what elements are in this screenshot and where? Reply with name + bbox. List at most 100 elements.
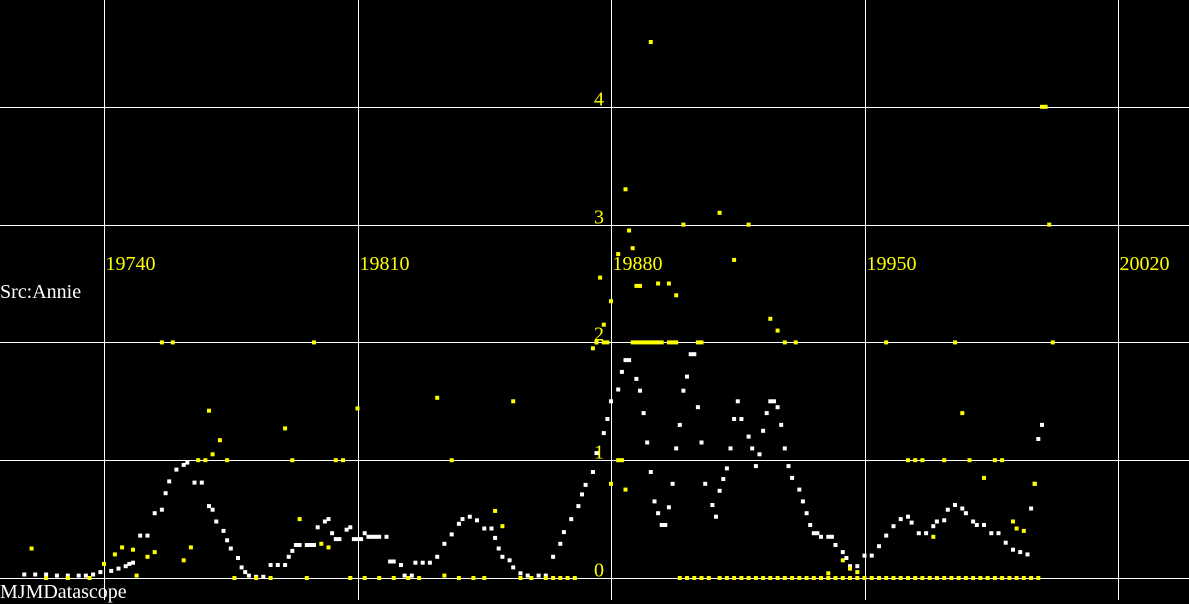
data-point bbox=[659, 523, 664, 527]
data-point bbox=[1021, 576, 1026, 580]
data-point bbox=[811, 576, 816, 580]
data-point bbox=[225, 458, 230, 463]
data-point bbox=[590, 470, 595, 474]
data-point bbox=[909, 520, 914, 525]
data-point bbox=[956, 576, 961, 580]
data-point bbox=[511, 399, 516, 404]
data-point bbox=[779, 422, 784, 427]
data-point bbox=[456, 521, 461, 526]
data-point bbox=[377, 576, 382, 580]
data-point bbox=[275, 563, 280, 567]
data-point bbox=[362, 576, 367, 580]
data-point bbox=[699, 340, 704, 345]
data-point bbox=[1014, 526, 1019, 531]
data-point bbox=[232, 576, 237, 580]
data-point bbox=[91, 572, 96, 577]
data-point bbox=[351, 537, 356, 542]
series-0 bbox=[22, 352, 1044, 579]
data-point bbox=[963, 511, 968, 516]
data-point bbox=[699, 576, 704, 580]
data-point bbox=[366, 534, 371, 539]
data-point bbox=[942, 458, 947, 463]
data-point bbox=[185, 460, 190, 465]
data-point bbox=[290, 548, 295, 553]
data-point bbox=[652, 340, 657, 345]
data-point bbox=[297, 517, 302, 522]
data-point bbox=[674, 446, 679, 451]
data-point bbox=[167, 479, 172, 484]
data-point bbox=[243, 570, 248, 575]
data-point bbox=[775, 405, 780, 410]
data-point bbox=[877, 576, 881, 580]
data-point bbox=[685, 374, 689, 379]
data-point bbox=[246, 573, 251, 578]
data-point bbox=[561, 530, 566, 535]
data-point bbox=[978, 576, 983, 580]
data-point bbox=[152, 550, 157, 555]
data-point bbox=[217, 438, 222, 443]
data-point bbox=[207, 504, 211, 509]
data-point bbox=[304, 576, 309, 580]
data-point bbox=[800, 499, 805, 504]
data-point bbox=[884, 533, 889, 538]
data-point bbox=[992, 458, 997, 463]
data-point bbox=[869, 553, 874, 558]
data-point bbox=[1000, 458, 1005, 463]
data-point bbox=[906, 576, 910, 580]
x-tick-labels: 19740 19810 19880 19950 20020 bbox=[106, 253, 1170, 275]
data-point bbox=[127, 561, 132, 566]
data-point bbox=[764, 411, 769, 416]
data-point bbox=[942, 518, 947, 523]
data-point bbox=[449, 458, 454, 463]
data-point bbox=[196, 458, 201, 463]
data-point bbox=[819, 576, 823, 580]
data-point bbox=[949, 576, 954, 580]
data-point bbox=[500, 554, 505, 559]
data-point bbox=[815, 531, 820, 536]
data-point bbox=[377, 534, 382, 539]
data-point bbox=[916, 531, 921, 536]
data-point bbox=[558, 576, 563, 580]
data-point bbox=[953, 503, 957, 507]
data-point bbox=[906, 514, 910, 519]
data-point bbox=[1025, 552, 1030, 557]
data-point bbox=[772, 399, 776, 404]
data-point bbox=[840, 576, 845, 580]
data-point bbox=[855, 564, 860, 569]
data-point bbox=[634, 340, 639, 345]
data-point bbox=[359, 537, 364, 542]
data-point bbox=[207, 408, 211, 413]
data-point bbox=[971, 519, 976, 524]
data-point bbox=[623, 358, 628, 363]
data-point bbox=[370, 534, 374, 539]
data-point bbox=[811, 531, 816, 536]
data-point bbox=[293, 543, 298, 547]
data-point bbox=[44, 576, 49, 580]
data-point bbox=[261, 574, 266, 579]
data-point bbox=[120, 545, 125, 550]
data-point bbox=[131, 547, 135, 552]
data-point bbox=[786, 464, 791, 469]
data-point bbox=[659, 340, 664, 345]
data-point bbox=[681, 222, 686, 227]
data-point bbox=[804, 511, 809, 516]
data-point bbox=[1003, 540, 1008, 545]
data-point bbox=[703, 481, 708, 486]
data-point bbox=[145, 533, 150, 538]
data-point bbox=[449, 532, 454, 537]
y-tick-label: 0 bbox=[594, 560, 604, 582]
data-point bbox=[996, 531, 1001, 536]
data-point bbox=[1040, 104, 1044, 109]
data-point bbox=[1043, 104, 1048, 109]
data-point bbox=[1007, 576, 1012, 580]
data-point bbox=[109, 568, 114, 573]
data-point bbox=[594, 451, 599, 456]
data-point bbox=[348, 576, 353, 580]
data-point bbox=[203, 458, 208, 463]
data-point bbox=[330, 531, 335, 536]
data-point bbox=[210, 452, 215, 457]
data-point bbox=[793, 340, 798, 345]
data-point bbox=[757, 452, 762, 457]
data-point bbox=[829, 534, 834, 539]
